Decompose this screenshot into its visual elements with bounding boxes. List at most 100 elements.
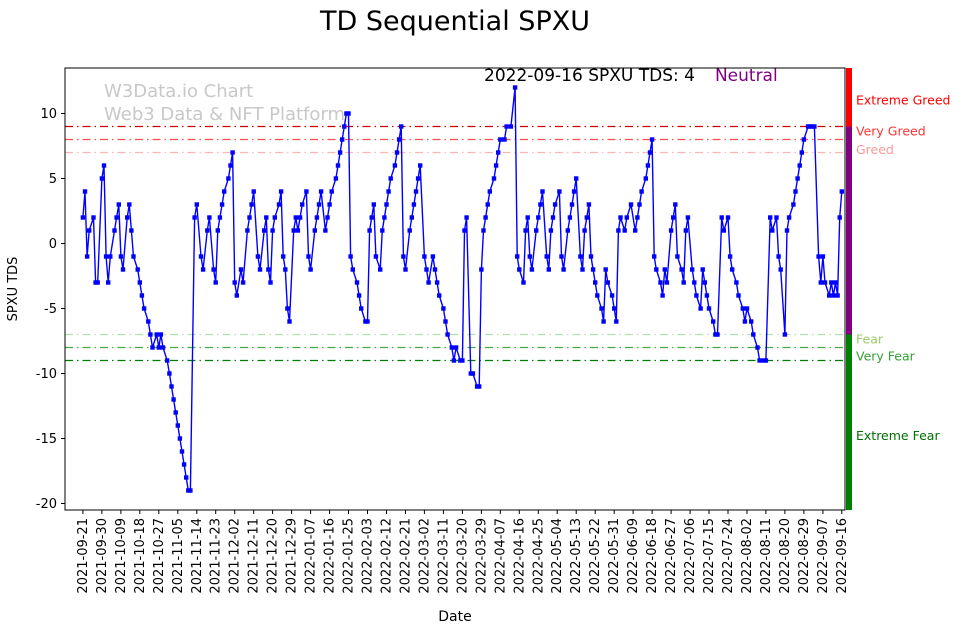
data-point-marker	[485, 202, 490, 207]
data-point-marker	[582, 228, 587, 233]
data-point-marker	[207, 215, 212, 220]
data-point-marker	[649, 137, 655, 142]
y-tick-label: 0	[49, 237, 57, 252]
data-point-marker	[217, 215, 223, 220]
data-point-marker	[148, 332, 153, 337]
x-tick-label: 2022-03-20	[455, 518, 470, 594]
data-point-marker	[609, 293, 615, 298]
data-point-marker	[177, 436, 183, 441]
data-point-marker	[751, 332, 756, 337]
data-point-marker	[702, 280, 707, 285]
data-point-marker	[744, 306, 750, 311]
data-point-marker	[837, 215, 842, 220]
data-point-marker	[660, 293, 665, 298]
data-point-marker	[333, 176, 339, 181]
data-point-marker	[816, 254, 821, 259]
data-point-marker	[316, 202, 322, 207]
data-point-marker	[795, 176, 800, 181]
x-tick-label: 2022-08-20	[778, 518, 793, 594]
data-point-marker	[538, 202, 543, 207]
data-point-marker	[120, 267, 126, 272]
data-point-marker	[658, 280, 663, 285]
data-point-marker	[434, 280, 440, 285]
data-point-marker	[673, 202, 678, 207]
data-point-marker	[137, 280, 142, 285]
x-tick-label: 2021-09-30	[95, 518, 110, 594]
x-tick-label: 2022-07-24	[721, 518, 736, 594]
data-point-marker	[445, 332, 450, 337]
data-point-marker	[700, 267, 705, 272]
data-point-marker	[593, 280, 598, 285]
data-point-marker	[443, 319, 448, 324]
data-point-marker	[314, 215, 320, 220]
data-point-marker	[833, 280, 838, 285]
x-tick-label: 2022-07-15	[702, 518, 717, 594]
data-point-marker	[498, 137, 503, 142]
x-tick-label: 2021-12-02	[228, 518, 243, 594]
data-point-marker	[694, 293, 699, 298]
data-point-marker	[266, 267, 271, 272]
data-point-marker	[706, 306, 712, 311]
x-tick-label: 2022-05-04	[550, 518, 565, 594]
data-point-marker	[624, 215, 629, 220]
data-point-marker	[782, 332, 788, 337]
data-point-marker	[734, 280, 739, 285]
data-point-marker	[386, 189, 391, 194]
data-point-marker	[557, 189, 562, 194]
data-point-marker	[757, 358, 762, 363]
data-point-marker	[719, 215, 724, 220]
latest-reading: 2022-09-16 SPXU TDS: 4 Neutral	[484, 66, 778, 86]
data-point-marker	[725, 215, 731, 220]
data-point-marker	[108, 254, 113, 259]
data-point-marker	[622, 228, 627, 233]
data-point-marker	[698, 306, 703, 311]
data-point-marker	[633, 228, 638, 233]
data-point-marker	[396, 137, 402, 142]
data-point-marker	[601, 319, 606, 324]
data-point-marker	[643, 176, 648, 181]
y-tick-label: -20	[36, 497, 57, 512]
data-point-marker	[382, 215, 387, 220]
data-point-marker	[392, 163, 398, 168]
x-tick-label: 2021-11-23	[209, 518, 224, 594]
data-point-marker	[662, 267, 667, 272]
data-point-marker	[679, 267, 684, 272]
data-point-marker	[222, 189, 227, 194]
data-point-marker	[451, 358, 457, 363]
data-point-marker	[297, 215, 303, 220]
data-point-marker	[84, 254, 90, 259]
data-point-marker	[584, 215, 589, 220]
data-point-marker	[323, 228, 328, 233]
data-point-marker	[588, 254, 594, 259]
data-point-marker	[179, 449, 185, 454]
data-point-marker	[831, 293, 836, 298]
data-point-marker	[460, 358, 465, 363]
x-tick-label: 2021-10-27	[152, 518, 167, 594]
data-point-marker	[548, 228, 554, 233]
data-point-marker	[300, 202, 305, 207]
data-point-marker	[664, 280, 670, 285]
x-tick-label: 2022-09-07	[816, 518, 831, 594]
data-point-marker	[432, 267, 438, 272]
sentiment-bar-segment	[846, 334, 852, 510]
data-point-marker	[668, 228, 674, 233]
data-point-marker	[247, 215, 252, 220]
data-point-marker	[150, 345, 155, 350]
data-point-marker	[437, 293, 442, 298]
data-point-marker	[318, 189, 324, 194]
data-point-marker	[175, 423, 180, 428]
data-point-marker	[639, 189, 644, 194]
data-point-marker	[238, 267, 244, 272]
tds-line	[82, 87, 843, 492]
data-point-marker	[483, 215, 488, 220]
data-point-marker	[262, 228, 267, 233]
x-tick-label: 2022-06-09	[626, 518, 641, 594]
data-point-marker	[527, 254, 532, 259]
data-point-marker	[306, 254, 311, 259]
data-point-marker	[327, 202, 332, 207]
data-point-marker	[681, 280, 686, 285]
data-point-marker	[192, 215, 197, 220]
data-point-marker	[715, 332, 720, 337]
data-point-marker	[521, 280, 526, 285]
data-point-marker	[574, 176, 579, 181]
